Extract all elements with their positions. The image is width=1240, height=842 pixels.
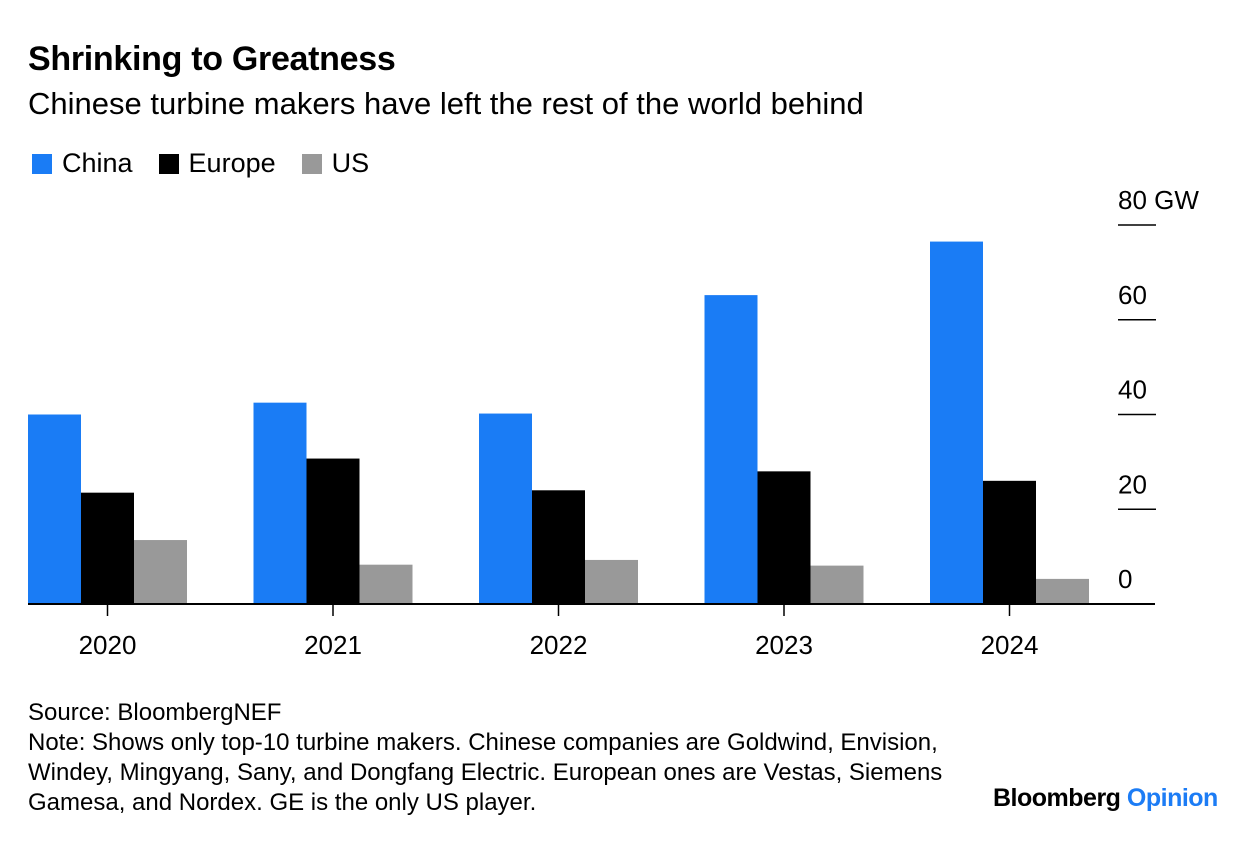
legend-swatch-europe [158, 153, 179, 174]
chart-footer: Source: BloombergNEF Note: Shows only to… [28, 698, 988, 818]
legend: China Europe US [32, 148, 395, 179]
y-tick-label: 20 [1118, 469, 1147, 499]
bar-europe-2021 [306, 458, 360, 604]
x-tick-label: 2021 [304, 630, 362, 660]
y-tick-label: 80 GW [1118, 185, 1199, 215]
brand-suffix: Opinion [1126, 784, 1218, 812]
legend-swatch-us [301, 153, 322, 174]
legend-swatch-china [32, 153, 52, 174]
source-note: Source: BloombergNEF [28, 699, 282, 726]
bar-china-2023 [704, 295, 758, 604]
x-tick-label: 2024 [981, 630, 1039, 660]
legend-item-us: US [301, 148, 370, 179]
bar-china-2020 [28, 414, 81, 604]
bar-us-2023 [810, 565, 864, 604]
y-tick-label: 40 [1118, 375, 1147, 405]
brand-logo: Bloomberg Opinion [993, 784, 1218, 813]
brand-name: Bloomberg [993, 784, 1121, 812]
bar-us-2021 [359, 564, 413, 604]
bar-china-2021 [253, 402, 307, 604]
bar-europe-2022 [532, 490, 585, 604]
bar-china-2024 [930, 241, 983, 605]
legend-label-europe: Europe [188, 148, 276, 178]
legend-label-us: US [331, 148, 370, 178]
bar-us-2020 [134, 540, 187, 604]
bar-europe-2020 [81, 492, 134, 604]
x-tick-label: 2020 [79, 630, 137, 660]
chart-title: Shrinking to Greatness [28, 40, 396, 78]
x-tick-label: 2022 [530, 630, 588, 660]
legend-item-europe: Europe [158, 148, 276, 179]
bar-china-2022 [479, 413, 532, 604]
bar-us-2022 [585, 559, 638, 604]
bar-europe-2023 [757, 471, 811, 604]
chart-subtitle: Chinese turbine makers have left the res… [28, 86, 864, 121]
bar-us-2024 [1036, 578, 1089, 604]
x-tick-label: 2023 [755, 630, 813, 660]
legend-item-china: China [32, 148, 133, 179]
y-tick-label: 0 [1118, 564, 1132, 594]
legend-label-china: China [62, 148, 133, 178]
bar-europe-2024 [983, 480, 1036, 604]
explanatory-note: Note: Shows only top-10 turbine makers. … [28, 729, 943, 816]
y-tick-label: 60 [1118, 280, 1147, 310]
